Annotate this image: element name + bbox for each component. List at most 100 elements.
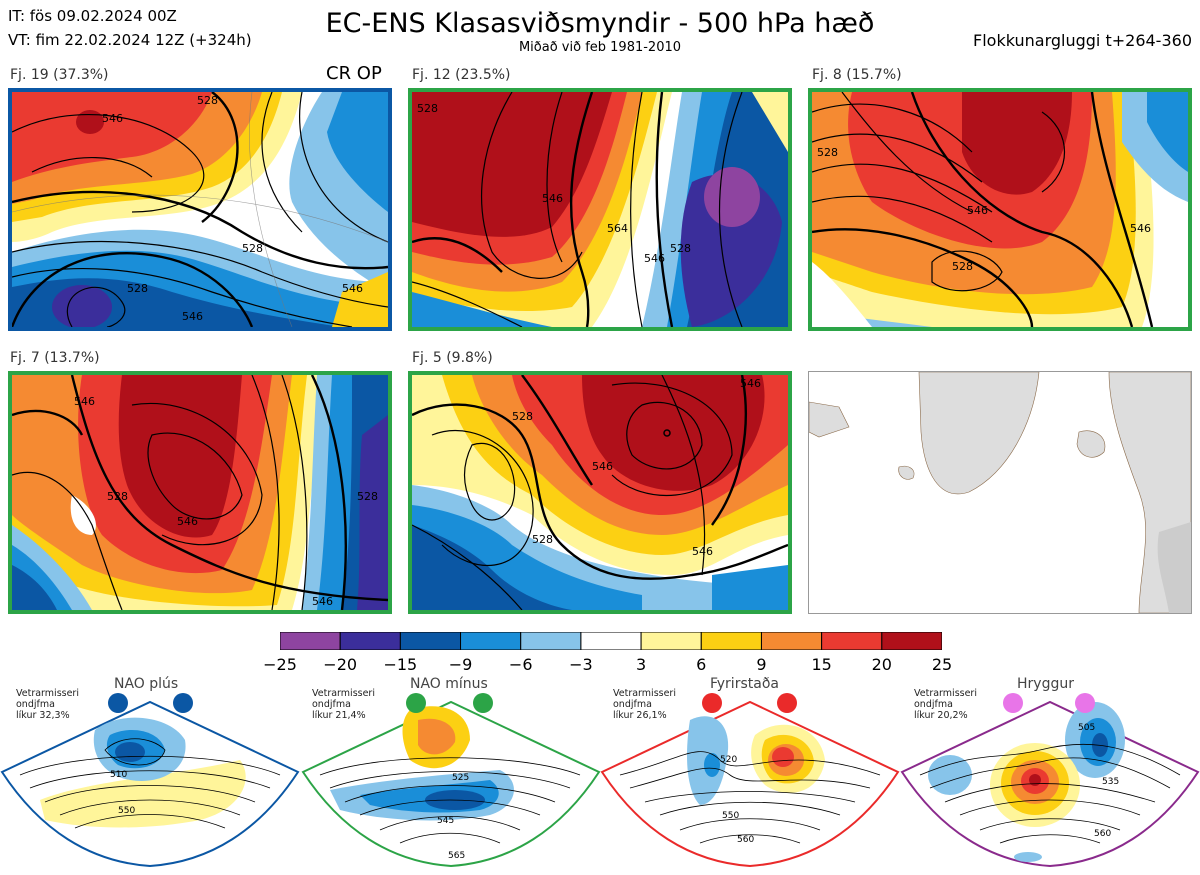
colorbar-swatch: [821, 631, 883, 651]
cluster-map-3[interactable]: 528 546 528 546: [808, 88, 1192, 331]
contour-label: 546: [692, 545, 713, 558]
colorbar-swatches: [279, 631, 943, 651]
regime-note-line: ondjfma: [914, 699, 953, 710]
colorbar-tick-label: −3: [569, 655, 593, 674]
contour-label: 546: [74, 395, 95, 408]
regime-note-line: líkur 32,3%: [16, 710, 70, 721]
colorbar-tick-label: −6: [508, 655, 533, 674]
colorbar-swatch: [881, 631, 943, 651]
contour-label: 550: [722, 811, 739, 821]
contour-label: 560: [1094, 829, 1111, 839]
regime-note-3: Vetrarmisseri ondjfma líkur 26,1%: [613, 688, 676, 721]
panel-label-5: Fj. 5 (9.8%): [412, 350, 493, 366]
panel-label-1: Fj. 19 (37.3%): [10, 67, 109, 83]
contour-label: 546: [182, 310, 203, 323]
regime-note-line: líkur 20,2%: [914, 710, 968, 721]
contour-label: 564: [607, 222, 628, 235]
contour-label: 528: [670, 242, 691, 255]
contour-label: 546: [592, 460, 613, 473]
contour-label: 528: [242, 242, 263, 255]
regime-nao-minus: 525 545 565: [301, 693, 601, 868]
regime-row: 510 550 525 545 565: [0, 680, 1200, 871]
contour-label: 528: [127, 282, 148, 295]
contour-label: 528: [817, 146, 838, 159]
regime-note-line: Vetrarmisseri: [16, 688, 79, 699]
colorbar-swatch: [460, 631, 522, 651]
colorbar-swatch: [339, 631, 401, 651]
contour-label: 546: [177, 515, 198, 528]
colorbar-swatch: [279, 631, 341, 651]
regime-note-line: ondjfma: [16, 699, 55, 710]
cluster-map-2[interactable]: 528 546 564 546 528: [408, 88, 792, 331]
contour-label: 546: [542, 192, 563, 205]
panel-label-2: Fj. 12 (23.5%): [412, 67, 511, 83]
regime-note-1: Vetrarmisseri ondjfma líkur 32,3%: [16, 688, 79, 721]
regime-blocking: 520 550 560: [600, 693, 900, 868]
panel-tag-1: CR OP: [326, 63, 382, 84]
colorbar-swatch: [580, 631, 642, 651]
contour-label: 520: [720, 755, 737, 765]
contour-label: 545: [437, 816, 454, 826]
contour-label: 528: [107, 490, 128, 503]
cluster-map-5[interactable]: 546 528 546 528 546: [408, 371, 792, 614]
contour-label: 560: [737, 835, 754, 845]
regime-dot-icon: [173, 693, 193, 713]
contour-label: 546: [342, 282, 363, 295]
regime-note-line: ondjfma: [613, 699, 652, 710]
regime-nao-plus: 510 550: [0, 693, 300, 868]
empty-base-map: [808, 371, 1192, 614]
regime-title-2: NAO mínus: [410, 676, 488, 692]
contour-label: 528: [197, 94, 218, 107]
contour-label: 546: [644, 252, 665, 265]
colorbar-tick-label: 9: [756, 655, 767, 674]
contour-label: 528: [357, 490, 378, 503]
regime-dot-icon: [702, 693, 722, 713]
regime-note-line: líkur 21,4%: [312, 710, 366, 721]
contour-label: 528: [952, 260, 973, 273]
cluster-map-4[interactable]: 546 528 546 528 546: [8, 371, 392, 614]
colorbar-tick-label: 25: [931, 655, 953, 674]
contour-label: 546: [740, 377, 761, 390]
valid-time: VT: fim 22.02.2024 12Z (+324h): [8, 31, 252, 49]
regime-title-4: Hryggur: [1017, 676, 1074, 692]
colorbar-swatch: [399, 631, 462, 651]
contour-label: 528: [417, 102, 438, 115]
regime-dot-icon: [777, 693, 797, 713]
colorbar-swatch: [520, 631, 582, 651]
cluster-map-1[interactable]: 546 528 546 528 546 528: [8, 88, 392, 331]
colorbar-swatch: [700, 631, 762, 651]
regime-title-1: NAO plús: [114, 676, 179, 692]
page-title: EC-ENS Klasasviðsmyndir - 500 hPa hæð: [325, 8, 875, 39]
regime-note-2: Vetrarmisseri ondjfma líkur 21,4%: [312, 688, 375, 721]
regime-note-4: Vetrarmisseri ondjfma líkur 20,2%: [914, 688, 977, 721]
contour-label: 528: [532, 533, 553, 546]
regime-dot-icon: [1003, 693, 1023, 713]
page-subtitle: Miðað við feb 1981-2010: [518, 40, 682, 55]
initial-time: IT: fös 09.02.2024 00Z: [8, 7, 177, 25]
contour-label: 525: [452, 773, 469, 783]
contour-label: 535: [1102, 777, 1119, 787]
forecast-times: IT: fös 09.02.2024 00Z VT: fim 22.02.202…: [8, 4, 252, 52]
regime-dot-icon: [1075, 693, 1095, 713]
regime-title-3: Fyrirstaða: [710, 676, 779, 692]
colorbar-tick-label: −15: [383, 655, 418, 674]
regime-ridge: 505 535 560: [900, 693, 1200, 868]
colorbar-tick-label: 6: [696, 655, 707, 674]
regime-note-line: Vetrarmisseri: [613, 688, 676, 699]
regime-note-line: líkur 26,1%: [613, 710, 667, 721]
colorbar-tick-label: 20: [871, 655, 892, 674]
colorbar-tick-label: −20: [323, 655, 358, 674]
colorbar-swatch: [640, 631, 702, 651]
classification-window: Flokkunargluggi t+264-360: [973, 31, 1192, 50]
colorbar-tick-label: 15: [811, 655, 832, 674]
contour-label: 546: [967, 204, 988, 217]
colorbar-tick-label: −25: [263, 655, 297, 674]
regime-note-line: Vetrarmisseri: [312, 688, 375, 699]
contour-label: 565: [448, 851, 465, 861]
panel-label-3: Fj. 8 (15.7%): [812, 67, 902, 83]
colorbar: [279, 631, 943, 651]
contour-label: 546: [312, 595, 333, 608]
contour-label: 528: [512, 410, 533, 423]
panel-label-4: Fj. 7 (13.7%): [10, 350, 100, 366]
contour-label: 546: [102, 112, 123, 125]
